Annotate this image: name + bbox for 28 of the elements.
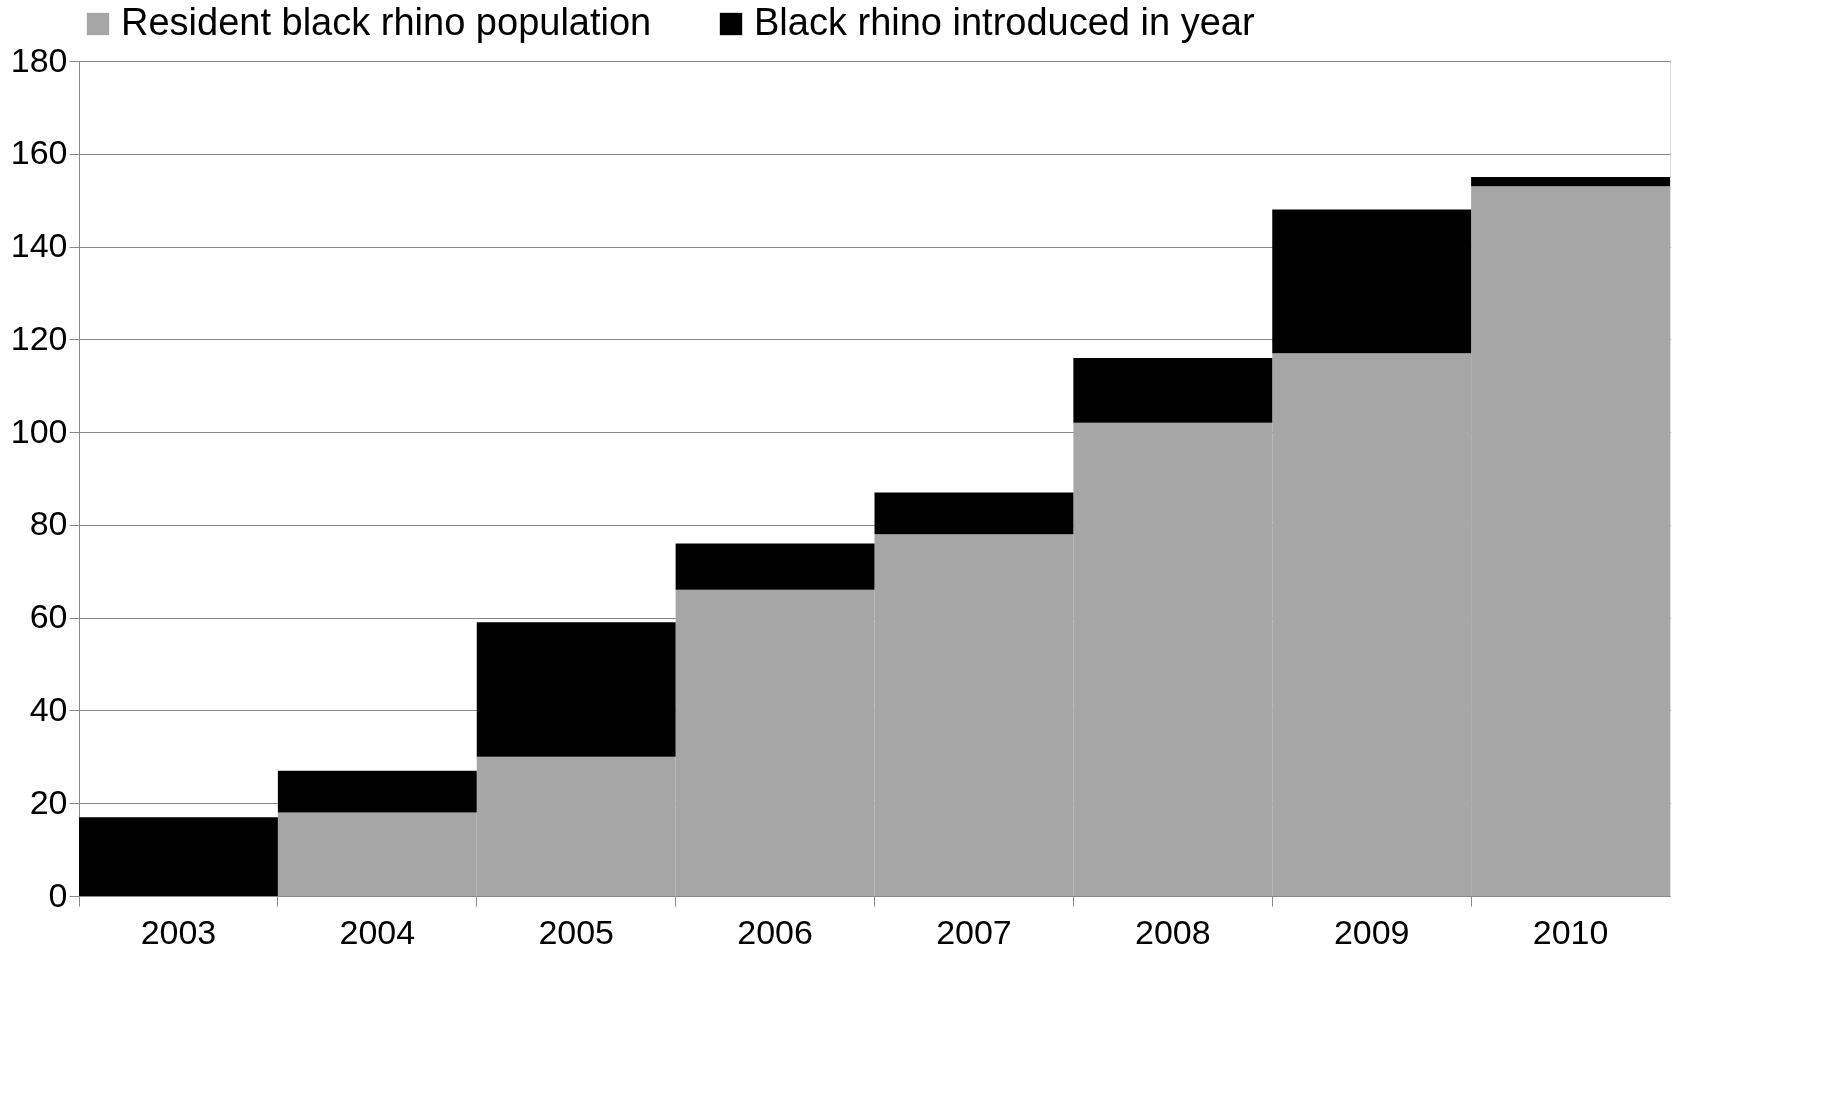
x-tick-label: 2007: [936, 912, 1012, 951]
y-tick-label: 100: [10, 411, 68, 450]
legend-label: Black rhino introduced in year: [754, 1, 1255, 43]
legend-label: Resident black rhino population: [121, 1, 652, 43]
x-tick-label: 2003: [140, 912, 217, 951]
bar: [874, 492, 1074, 535]
bar: [675, 543, 875, 590]
y-tick-label: 20: [29, 782, 68, 821]
y-tick-label: 80: [29, 504, 68, 543]
y-tick-label: 0: [48, 875, 68, 914]
bar: [1073, 357, 1273, 423]
x-tick-label: 2005: [538, 912, 615, 951]
bar: [1272, 209, 1472, 354]
x-tick-label: 2008: [1134, 912, 1211, 951]
y-tick-label: 40: [29, 689, 68, 728]
x-tick-label: 2009: [1333, 912, 1410, 951]
bar: [476, 622, 676, 757]
x-tick-label: 2006: [737, 912, 813, 951]
y-tick-label: 160: [10, 133, 68, 172]
y-tick-label: 60: [29, 597, 68, 636]
y-tick-label: 180: [10, 40, 68, 79]
y-tick-label: 140: [10, 226, 68, 265]
x-tick-label: 2010: [1532, 912, 1609, 951]
bar: [277, 770, 477, 813]
bar: [79, 817, 278, 896]
x-tick-label: 2004: [339, 912, 416, 951]
bar: [1471, 176, 1670, 187]
y-tick-label: 120: [10, 318, 68, 357]
